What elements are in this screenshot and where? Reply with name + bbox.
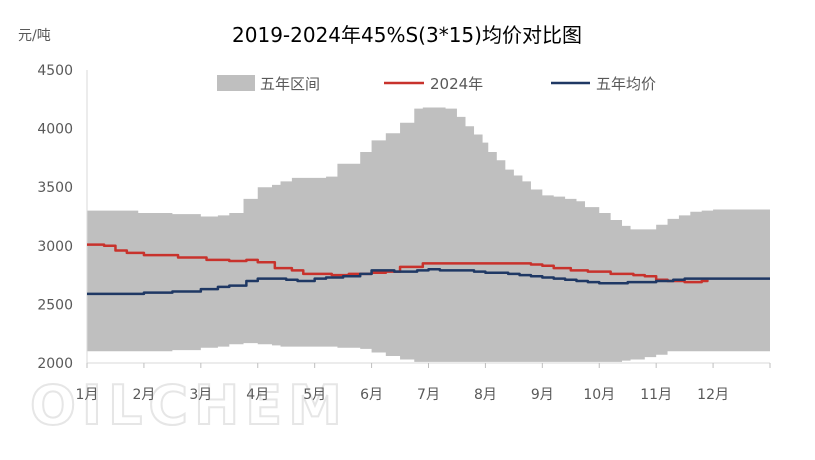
x-tick-label: 6月 bbox=[360, 387, 383, 403]
y-tick-label: 4000 bbox=[37, 122, 73, 138]
legend: 五年区间 2024年 五年均价 bbox=[217, 75, 656, 93]
y-tick-label: 3000 bbox=[37, 239, 73, 255]
series-layer bbox=[87, 243, 770, 296]
x-tick-label: 10月 bbox=[583, 387, 615, 403]
series-line-five-year-avg bbox=[87, 267, 770, 296]
x-tick-label: 1月 bbox=[76, 387, 99, 403]
x-tick-label: 2月 bbox=[132, 387, 155, 403]
series-line-2024 bbox=[87, 243, 709, 284]
legend-label-range: 五年区间 bbox=[260, 75, 320, 93]
watermark: OILCHEM bbox=[30, 374, 348, 437]
legend-item-2024: 2024年 bbox=[384, 75, 483, 93]
x-tick-label: 9月 bbox=[531, 387, 554, 403]
x-tick-label: 4月 bbox=[246, 387, 269, 403]
x-tick-label: 11月 bbox=[640, 387, 672, 403]
x-tick-label: 3月 bbox=[189, 387, 212, 403]
y-tick-label: 4500 bbox=[37, 63, 73, 79]
y-tick-label: 2500 bbox=[37, 297, 73, 313]
y-axis-unit: 元/吨 bbox=[18, 28, 51, 44]
plot-area: 2000 2500 3000 3500 4000 4500 1月 2月 3月 4月 5月 6月 7月 8… bbox=[37, 63, 771, 403]
x-axis: 1月 2月 3月 4月 5月 6月 7月 8月 9月 10月 11月 12月 bbox=[76, 363, 771, 403]
x-tick-label: 5月 bbox=[303, 387, 326, 403]
y-axis: 2000 2500 3000 3500 4000 4500 bbox=[37, 63, 73, 372]
x-tick-label: 12月 bbox=[697, 387, 729, 403]
range-band bbox=[87, 107, 770, 362]
x-tick-label: 7月 bbox=[417, 387, 440, 403]
legend-label-2024: 2024年 bbox=[430, 75, 483, 93]
legend-label-five-year-avg: 五年均价 bbox=[596, 75, 656, 93]
x-tick-label: 8月 bbox=[474, 387, 497, 403]
chart-title: 2019-2024年45%S(3*15)均价对比图 bbox=[232, 23, 582, 47]
y-tick-label: 3500 bbox=[37, 180, 73, 196]
legend-swatch-range bbox=[217, 75, 255, 91]
legend-item-range: 五年区间 bbox=[217, 75, 320, 93]
y-tick-label: 2000 bbox=[37, 356, 73, 372]
legend-item-avg: 五年均价 bbox=[551, 75, 656, 93]
